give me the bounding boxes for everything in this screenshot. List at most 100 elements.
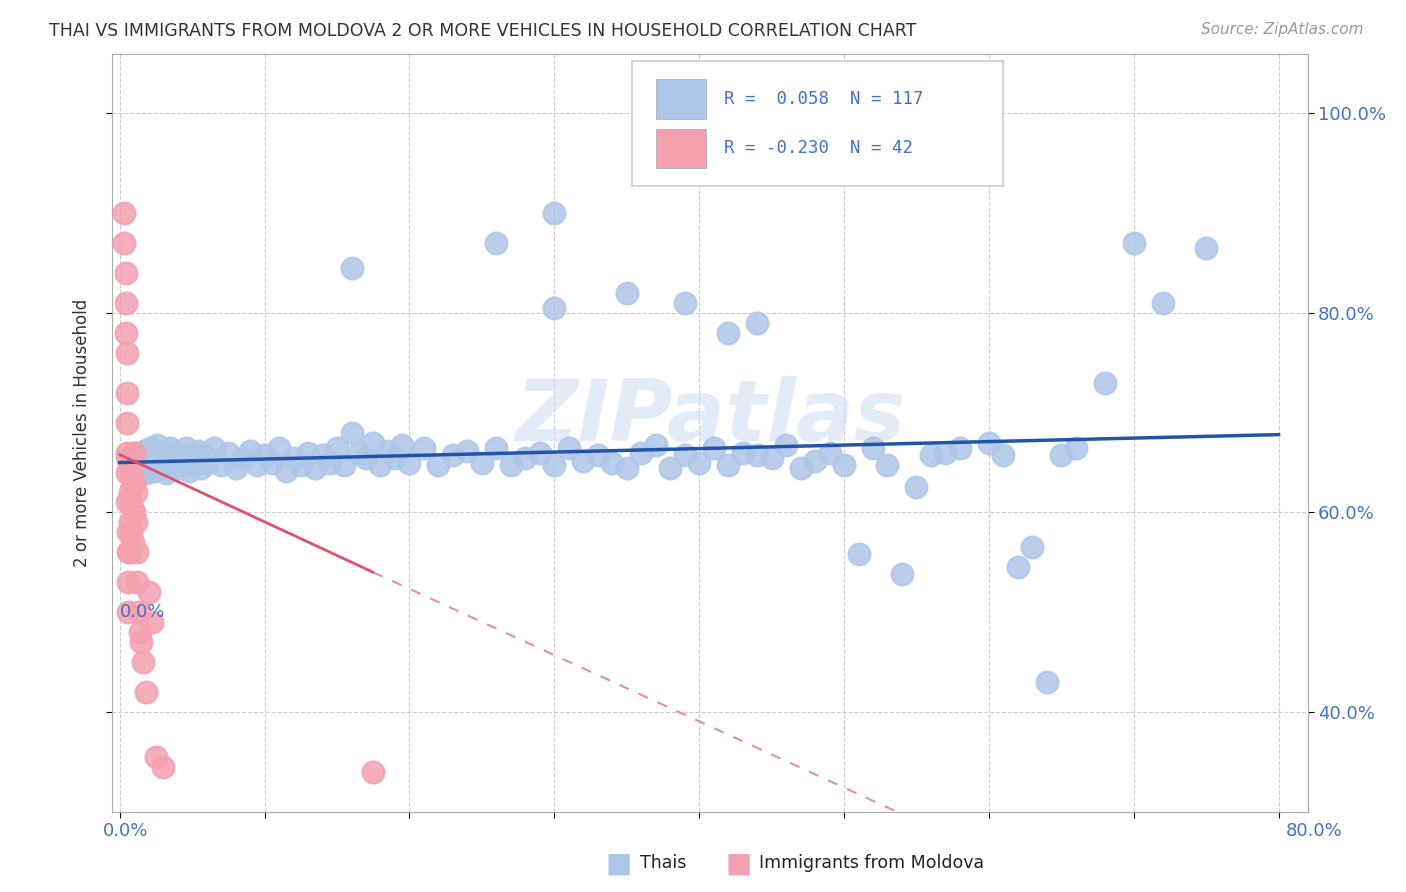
Point bbox=[131, 448, 153, 462]
Point bbox=[688, 456, 710, 470]
Point bbox=[485, 441, 508, 455]
Point bbox=[127, 460, 149, 475]
Point bbox=[370, 458, 392, 472]
Point bbox=[253, 448, 276, 462]
Point bbox=[193, 448, 215, 462]
Point bbox=[731, 445, 754, 459]
Text: 0.0%: 0.0% bbox=[120, 603, 165, 621]
FancyBboxPatch shape bbox=[633, 62, 1002, 186]
Point bbox=[132, 655, 155, 669]
Point bbox=[217, 445, 239, 459]
Point bbox=[745, 316, 768, 330]
Point bbox=[340, 425, 363, 440]
Point bbox=[876, 458, 898, 472]
Point bbox=[717, 326, 740, 340]
Point bbox=[159, 441, 181, 455]
Point bbox=[121, 505, 143, 519]
Point bbox=[124, 516, 146, 530]
Point bbox=[176, 441, 198, 455]
Point bbox=[558, 441, 581, 455]
Point bbox=[121, 535, 143, 549]
Point bbox=[586, 448, 609, 462]
Y-axis label: 2 or more Vehicles in Household: 2 or more Vehicles in Household bbox=[73, 299, 91, 566]
Point bbox=[127, 575, 149, 590]
Point bbox=[673, 448, 696, 462]
Point bbox=[148, 460, 170, 475]
Point bbox=[319, 456, 342, 470]
Point bbox=[543, 301, 565, 315]
Point bbox=[260, 456, 283, 470]
Point bbox=[326, 441, 349, 455]
Point bbox=[153, 443, 176, 458]
Point bbox=[122, 445, 145, 459]
Point bbox=[132, 458, 155, 472]
Point bbox=[347, 445, 370, 459]
Point bbox=[114, 266, 136, 280]
Point bbox=[128, 605, 150, 619]
Point bbox=[340, 260, 363, 275]
Point bbox=[128, 450, 150, 465]
Point bbox=[187, 443, 209, 458]
Point bbox=[115, 450, 138, 465]
Point bbox=[977, 435, 1000, 450]
Point bbox=[190, 460, 212, 475]
Point bbox=[398, 456, 420, 470]
Point bbox=[232, 450, 254, 465]
Point bbox=[124, 485, 146, 500]
Point bbox=[239, 443, 262, 458]
Point bbox=[891, 567, 914, 582]
Point bbox=[644, 437, 666, 451]
Point bbox=[146, 437, 169, 451]
Point bbox=[413, 441, 436, 455]
Point bbox=[818, 445, 841, 459]
Point bbox=[934, 445, 956, 459]
Point bbox=[143, 464, 166, 478]
Point bbox=[1152, 296, 1174, 310]
Point bbox=[135, 685, 157, 699]
Point bbox=[1036, 675, 1059, 690]
Point bbox=[139, 441, 162, 455]
Point bbox=[117, 525, 139, 540]
Point bbox=[572, 453, 595, 467]
Point bbox=[149, 448, 172, 462]
Point bbox=[115, 466, 138, 480]
Point bbox=[112, 236, 135, 251]
Point bbox=[115, 346, 138, 360]
Point bbox=[456, 443, 478, 458]
Point bbox=[152, 760, 174, 774]
Point bbox=[114, 296, 136, 310]
Point bbox=[290, 458, 312, 472]
Point bbox=[172, 456, 194, 470]
Point bbox=[129, 464, 152, 478]
Point bbox=[118, 545, 141, 559]
Text: ZIPatlas: ZIPatlas bbox=[515, 376, 905, 459]
Point bbox=[124, 467, 146, 482]
Point bbox=[181, 450, 204, 465]
Point bbox=[112, 206, 135, 220]
Point bbox=[117, 605, 139, 619]
Point bbox=[920, 448, 942, 462]
Point bbox=[136, 450, 159, 465]
Point bbox=[804, 453, 827, 467]
Point bbox=[179, 464, 201, 478]
Point bbox=[361, 764, 384, 779]
Point bbox=[391, 437, 413, 451]
Point bbox=[616, 460, 638, 475]
Point bbox=[122, 445, 145, 459]
Text: Source: ZipAtlas.com: Source: ZipAtlas.com bbox=[1201, 22, 1364, 37]
Point bbox=[138, 585, 160, 599]
Point bbox=[121, 475, 143, 490]
Point bbox=[1021, 541, 1043, 555]
Point bbox=[202, 441, 225, 455]
Text: THAI VS IMMIGRANTS FROM MOLDOVA 2 OR MORE VEHICLES IN HOUSEHOLD CORRELATION CHAR: THAI VS IMMIGRANTS FROM MOLDOVA 2 OR MOR… bbox=[49, 22, 917, 40]
Point bbox=[142, 445, 165, 459]
Point bbox=[131, 635, 153, 649]
Point bbox=[1064, 441, 1087, 455]
Point bbox=[155, 466, 177, 480]
Point bbox=[1195, 241, 1218, 255]
Point bbox=[115, 385, 138, 400]
Point bbox=[115, 495, 138, 509]
Point bbox=[276, 464, 298, 478]
Point bbox=[630, 445, 652, 459]
Point bbox=[659, 460, 682, 475]
